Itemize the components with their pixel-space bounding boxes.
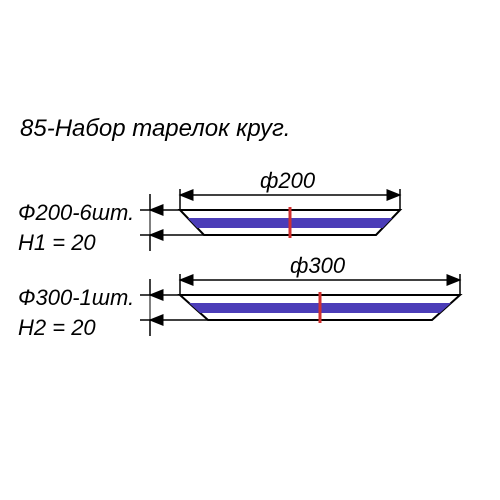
technical-drawing [0, 0, 500, 500]
